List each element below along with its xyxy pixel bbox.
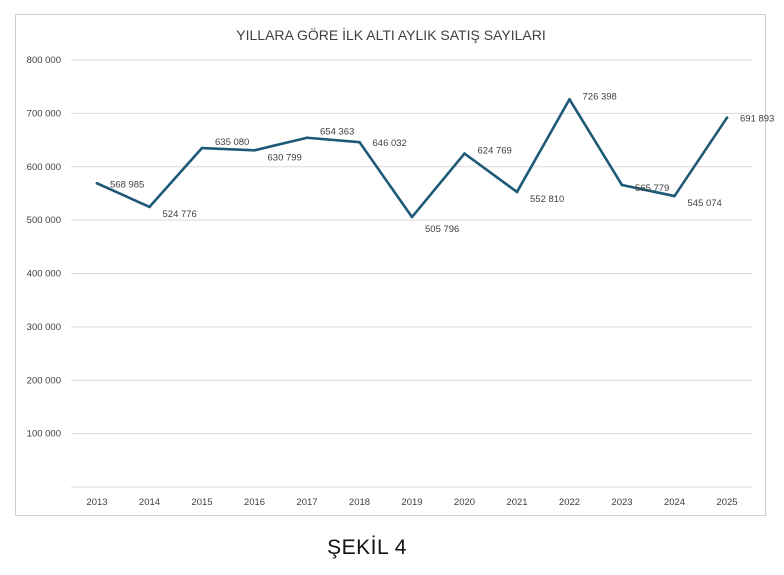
x-axis-ticks: 2013 2014 2015 2016 2017 2018 2019 2020 2021 2022… xyxy=(86,497,737,508)
y-axis-ticks: 100 000 200 000 300 000 400 000 500 000 600 0… xyxy=(27,55,61,440)
y-tick-label: 100 000 xyxy=(27,429,61,440)
data-label: 505 796 xyxy=(425,224,459,235)
x-tick-label: 2015 xyxy=(191,497,212,508)
data-point xyxy=(463,152,466,155)
data-label: 630 799 xyxy=(268,152,302,163)
data-point xyxy=(305,136,309,140)
data-label: 624 769 xyxy=(478,146,512,157)
x-tick-label: 2022 xyxy=(559,497,580,508)
y-tick-label: 200 000 xyxy=(27,375,61,386)
data-point xyxy=(725,116,729,120)
x-tick-label: 2025 xyxy=(716,497,737,508)
y-tick-label: 500 000 xyxy=(27,215,61,226)
data-label: 635 080 xyxy=(215,137,249,148)
x-tick-label: 2021 xyxy=(506,497,527,508)
x-tick-label: 2020 xyxy=(454,497,475,508)
x-tick-label: 2024 xyxy=(664,497,685,508)
data-point xyxy=(200,146,204,150)
data-label: 646 032 xyxy=(373,138,407,149)
x-tick-label: 2017 xyxy=(296,497,317,508)
x-tick-label: 2019 xyxy=(401,497,422,508)
data-point xyxy=(358,140,361,144)
data-point xyxy=(253,149,256,152)
data-point xyxy=(568,97,571,101)
chart-title: YILLARA GÖRE İLK ALTI AYLIK SATIŞ SAYILA… xyxy=(236,26,545,43)
data-label: 654 363 xyxy=(320,127,354,138)
chart-frame xyxy=(15,14,766,516)
data-label: 726 398 xyxy=(583,91,617,102)
data-label: 524 776 xyxy=(163,209,197,220)
data-labels: 568 985 524 776 635 080 630 799 654 363 646 0… xyxy=(110,91,774,235)
data-label: 691 893 xyxy=(740,114,774,125)
data-label: 565 779 xyxy=(635,183,669,194)
data-point xyxy=(620,183,624,187)
y-tick-label: 700 000 xyxy=(27,108,61,119)
x-tick-label: 2014 xyxy=(139,497,160,508)
data-point xyxy=(673,194,676,198)
series-line xyxy=(95,97,729,219)
data-label: 552 810 xyxy=(530,194,564,205)
line-chart: YILLARA GÖRE İLK ALTI AYLIK SATIŞ SAYILA… xyxy=(27,26,775,508)
gridlines xyxy=(71,59,752,488)
data-point xyxy=(148,205,151,209)
y-tick-label: 400 000 xyxy=(27,269,61,280)
data-point xyxy=(410,215,414,219)
x-tick-label: 2013 xyxy=(86,497,107,508)
series-layer xyxy=(95,97,729,219)
x-tick-label: 2023 xyxy=(611,497,632,508)
data-label: 568 985 xyxy=(110,179,144,190)
y-tick-label: 300 000 xyxy=(27,322,61,333)
x-tick-label: 2016 xyxy=(244,497,265,508)
data-point xyxy=(95,182,99,185)
data-point xyxy=(515,190,519,194)
y-tick-label: 800 000 xyxy=(27,55,61,66)
y-tick-label: 600 000 xyxy=(27,162,61,173)
figure-caption: ŞEKİL 4 xyxy=(327,536,407,559)
x-tick-label: 2018 xyxy=(349,497,370,508)
data-label: 545 074 xyxy=(688,198,722,209)
